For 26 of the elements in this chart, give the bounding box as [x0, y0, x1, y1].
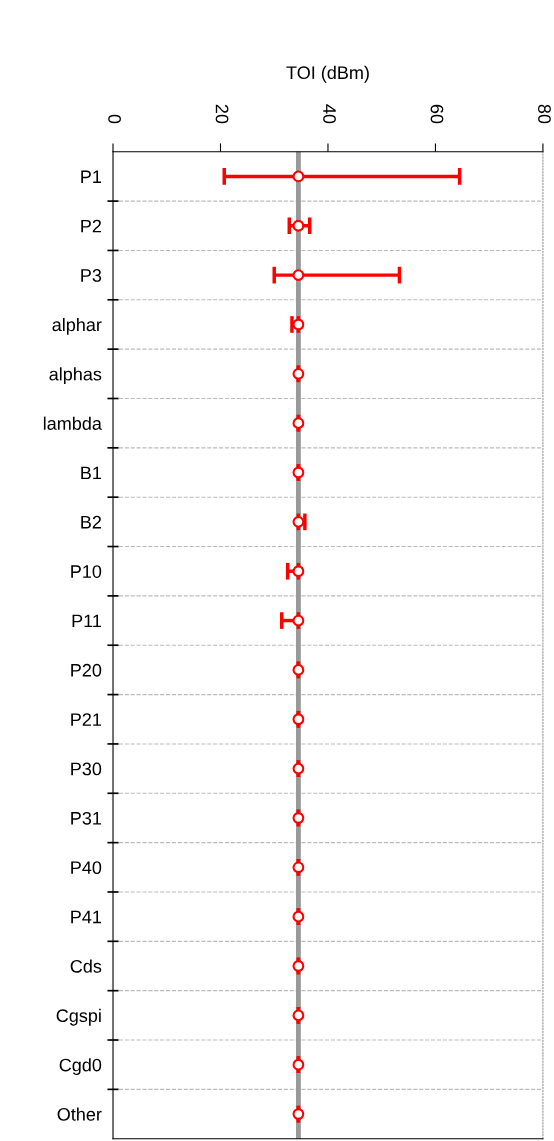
y-tick-label: P40: [71, 861, 102, 875]
y-tick-label: Cgspi: [56, 1008, 101, 1026]
x-tick-label: 0: [108, 114, 121, 124]
y-tick-label: P30: [71, 762, 102, 776]
x-axis-title: TOI (dBm): [286, 65, 369, 83]
y-tick-label: P1: [81, 170, 102, 183]
y-tick-label: alphas: [49, 367, 102, 385]
y-tick-label: P10: [71, 565, 102, 578]
y-tick-label: lambda: [43, 416, 102, 430]
x-tick-label: 40: [323, 104, 336, 124]
y-tick-label: P20: [71, 663, 102, 677]
y-tick-label: P41: [71, 910, 102, 924]
y-tick-label: alphar: [52, 317, 102, 335]
y-tick-label: P21: [71, 713, 102, 726]
y-tick-label: Cgd0: [59, 1058, 102, 1075]
y-tick-label: Cds: [70, 959, 102, 973]
y-tick-label: P31: [71, 811, 102, 825]
y-tick-label: Other: [57, 1107, 102, 1121]
x-tick-label: 20: [215, 104, 229, 124]
y-tick-label: P11: [72, 614, 102, 628]
y-tick-label: P2: [81, 219, 101, 233]
x-tick-label: 60: [430, 104, 444, 124]
y-tick-label: B2: [81, 515, 101, 529]
x-tick-label: 80: [538, 104, 551, 124]
y-tick-label: P3: [81, 269, 102, 282]
y-tick-label: B1: [81, 466, 102, 480]
